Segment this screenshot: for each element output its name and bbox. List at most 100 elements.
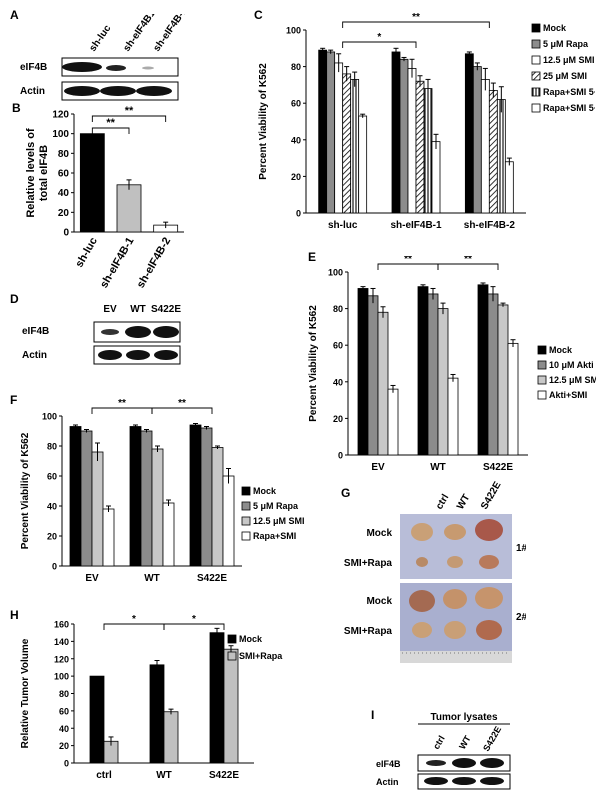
y-tick-label: 0 (52, 562, 57, 572)
significance-marker: ** (106, 117, 115, 129)
y-tick-label: 80 (333, 304, 343, 314)
bar (377, 311, 389, 456)
significance-marker: ** (125, 106, 134, 117)
y-tick-label: 20 (47, 532, 57, 542)
bar (417, 286, 429, 456)
y-tick-label: 60 (47, 472, 57, 482)
y-tick-label: 100 (54, 672, 69, 682)
significance-bracket (342, 41, 417, 48)
y-tick-label: 0 (338, 451, 343, 461)
bar (437, 308, 449, 456)
legend-label: 5 μM Rapa (253, 501, 299, 511)
blot-d-band (125, 326, 151, 338)
blot-i-band (426, 760, 446, 766)
y-axis-label: Relative Tumor Volume (20, 638, 31, 748)
y-tick-label: 80 (291, 62, 301, 72)
chart-e: 0 20 40 60 80 100 Percent Viability of K562 EV W… (308, 256, 596, 473)
y-tick-label: 20 (291, 172, 301, 182)
bar (334, 62, 344, 214)
y-tick-label: 140 (54, 637, 69, 647)
blot-a-band (142, 66, 154, 70)
legend-label: Mock (543, 23, 567, 33)
bar (318, 49, 328, 214)
bar (399, 58, 409, 214)
blot-a-band (106, 65, 126, 71)
blot-d-band (153, 326, 179, 338)
y-tick-label: 60 (333, 341, 343, 351)
blot-d-band (154, 350, 178, 360)
blot-i-row-label: Actin (376, 777, 399, 787)
x-category-label: sh-luc (328, 220, 358, 231)
y-tick-label: 60 (59, 706, 69, 716)
legend-swatch (531, 71, 541, 81)
tumor (416, 557, 428, 567)
bar (407, 68, 417, 214)
significance-marker: ** (464, 256, 472, 265)
bar (488, 89, 498, 214)
bar (431, 141, 441, 214)
x-category-label: sh-eIF4B-1 (390, 220, 442, 231)
bar (464, 53, 474, 214)
bar (151, 448, 164, 567)
panel-label-e: E (308, 250, 317, 264)
x-category-label: S422E (197, 573, 227, 584)
bar (357, 288, 369, 456)
blot-i-lane: ctrl (431, 734, 447, 751)
y-tick-label: 20 (59, 741, 69, 751)
tumor (479, 555, 499, 569)
bar (102, 508, 115, 567)
blot-a-row-label: eIF4B (20, 62, 47, 73)
legend-label: 25 μM SMI (543, 71, 587, 81)
y-tick-label: 80 (59, 689, 69, 699)
bar (209, 632, 225, 764)
blot-a-lane: sh-eIF4B-2 (151, 14, 190, 54)
tumor (447, 556, 463, 568)
blot-a-band (136, 86, 172, 96)
blot-d: EV WT S422E eIF4B Actin (22, 304, 181, 365)
x-category-label: sh-luc (73, 236, 100, 270)
y-axis-label-line: total eIF4B (38, 145, 50, 201)
y-tick-label: 60 (58, 169, 70, 180)
y-tick-label: 0 (296, 209, 301, 219)
bar (69, 426, 82, 567)
panel-label-h: H (10, 608, 19, 622)
blot-i-row-label: eIF4B (376, 759, 401, 769)
significance-marker: ** (178, 398, 186, 409)
blot-d-band (126, 350, 150, 360)
photo-g-column: S422E (479, 480, 504, 512)
bar (487, 293, 499, 456)
photo-g-column: WT (455, 493, 472, 512)
significance-marker: ** (412, 12, 420, 23)
blot-a: sh-luc sh-eIF4B1 sh-eIF4B-2 eIF4B Actin (20, 14, 190, 101)
legend-label: SMI+Rapa (239, 651, 283, 661)
significance-marker: * (377, 32, 381, 43)
legend-label: Rapa+SMI 5+12.5 (543, 87, 595, 97)
y-tick-label: 40 (58, 188, 70, 199)
legend-label: Akti+SMI (549, 390, 587, 400)
y-axis-label-line: Relative levels of (25, 128, 37, 218)
blot-i: Tumor lysates ctrl WT S422E eIF4B Actin (376, 712, 511, 790)
y-axis-label: Percent Viability of K562 (258, 63, 269, 180)
y-tick-label: 100 (52, 129, 69, 140)
blot-i-band (452, 758, 476, 768)
bar (80, 430, 93, 567)
bar (480, 79, 490, 214)
tumor (411, 523, 433, 541)
bar (496, 99, 506, 214)
significance-bracket (91, 115, 167, 122)
legend-swatch (227, 634, 237, 644)
tumor (409, 590, 435, 612)
bar (477, 284, 489, 456)
x-category-label: EV (371, 462, 385, 473)
tumor (444, 621, 466, 639)
blot-d-lane: EV (103, 304, 117, 315)
bar (163, 711, 179, 764)
bar (391, 51, 401, 214)
photo-g-column: ctrl (434, 492, 451, 511)
legend-swatch (241, 531, 251, 541)
blot-i-lane: S422E (481, 725, 503, 753)
bar (89, 675, 105, 764)
panel-label-a: A (10, 8, 19, 22)
blot-d-band (98, 350, 122, 360)
